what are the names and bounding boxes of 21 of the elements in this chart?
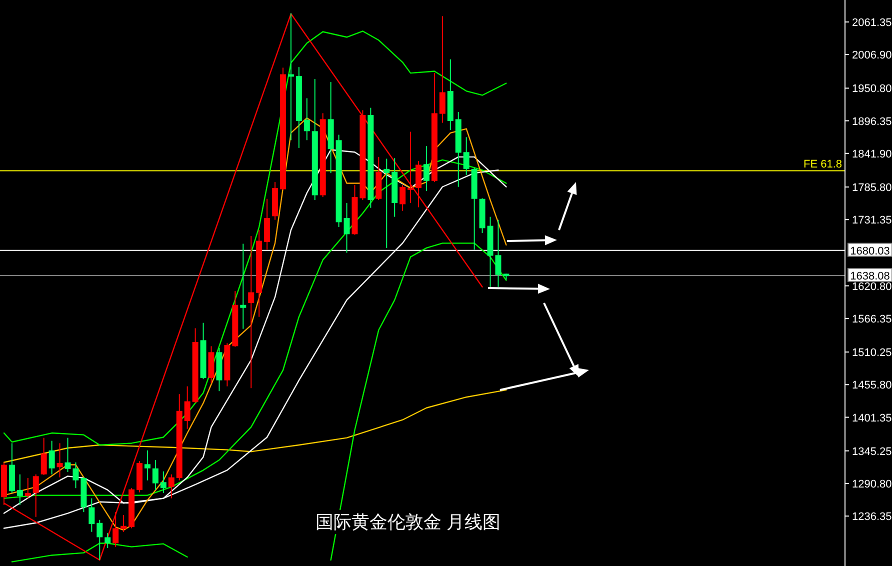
y-tick-label: 1290.80: [852, 478, 892, 490]
y-tick-label: 1731.35: [852, 214, 892, 227]
ref-label: 1638.08: [848, 268, 892, 282]
y-tick-label: 1620.80: [852, 280, 892, 293]
y-tick-label: 1236.35: [852, 511, 892, 524]
y-tick-label: 1401.35: [852, 412, 892, 424]
y-tick-label: 1841.90: [852, 148, 892, 160]
y-tick-label: 1510.25: [852, 347, 892, 360]
ref-line-label: FE 61.8: [803, 158, 842, 171]
y-tick-label: 2006.90: [852, 50, 892, 62]
ref-label: 1680.03: [848, 242, 892, 258]
y-tick-label: 1950.80: [852, 83, 892, 96]
line-series: [3, 30, 507, 446]
y-tick-label: 1566.35: [852, 313, 892, 326]
y-tick-label: 1455.80: [852, 380, 892, 392]
line-series: [3, 389, 507, 463]
y-tick-label: 1785.80: [852, 182, 892, 194]
y-tick-label: 2061.35: [852, 16, 892, 29]
y-tick-label: 1345.25: [852, 446, 892, 458]
y-tick-label: 1896.35: [852, 116, 892, 128]
line-series: [330, 242, 507, 561]
